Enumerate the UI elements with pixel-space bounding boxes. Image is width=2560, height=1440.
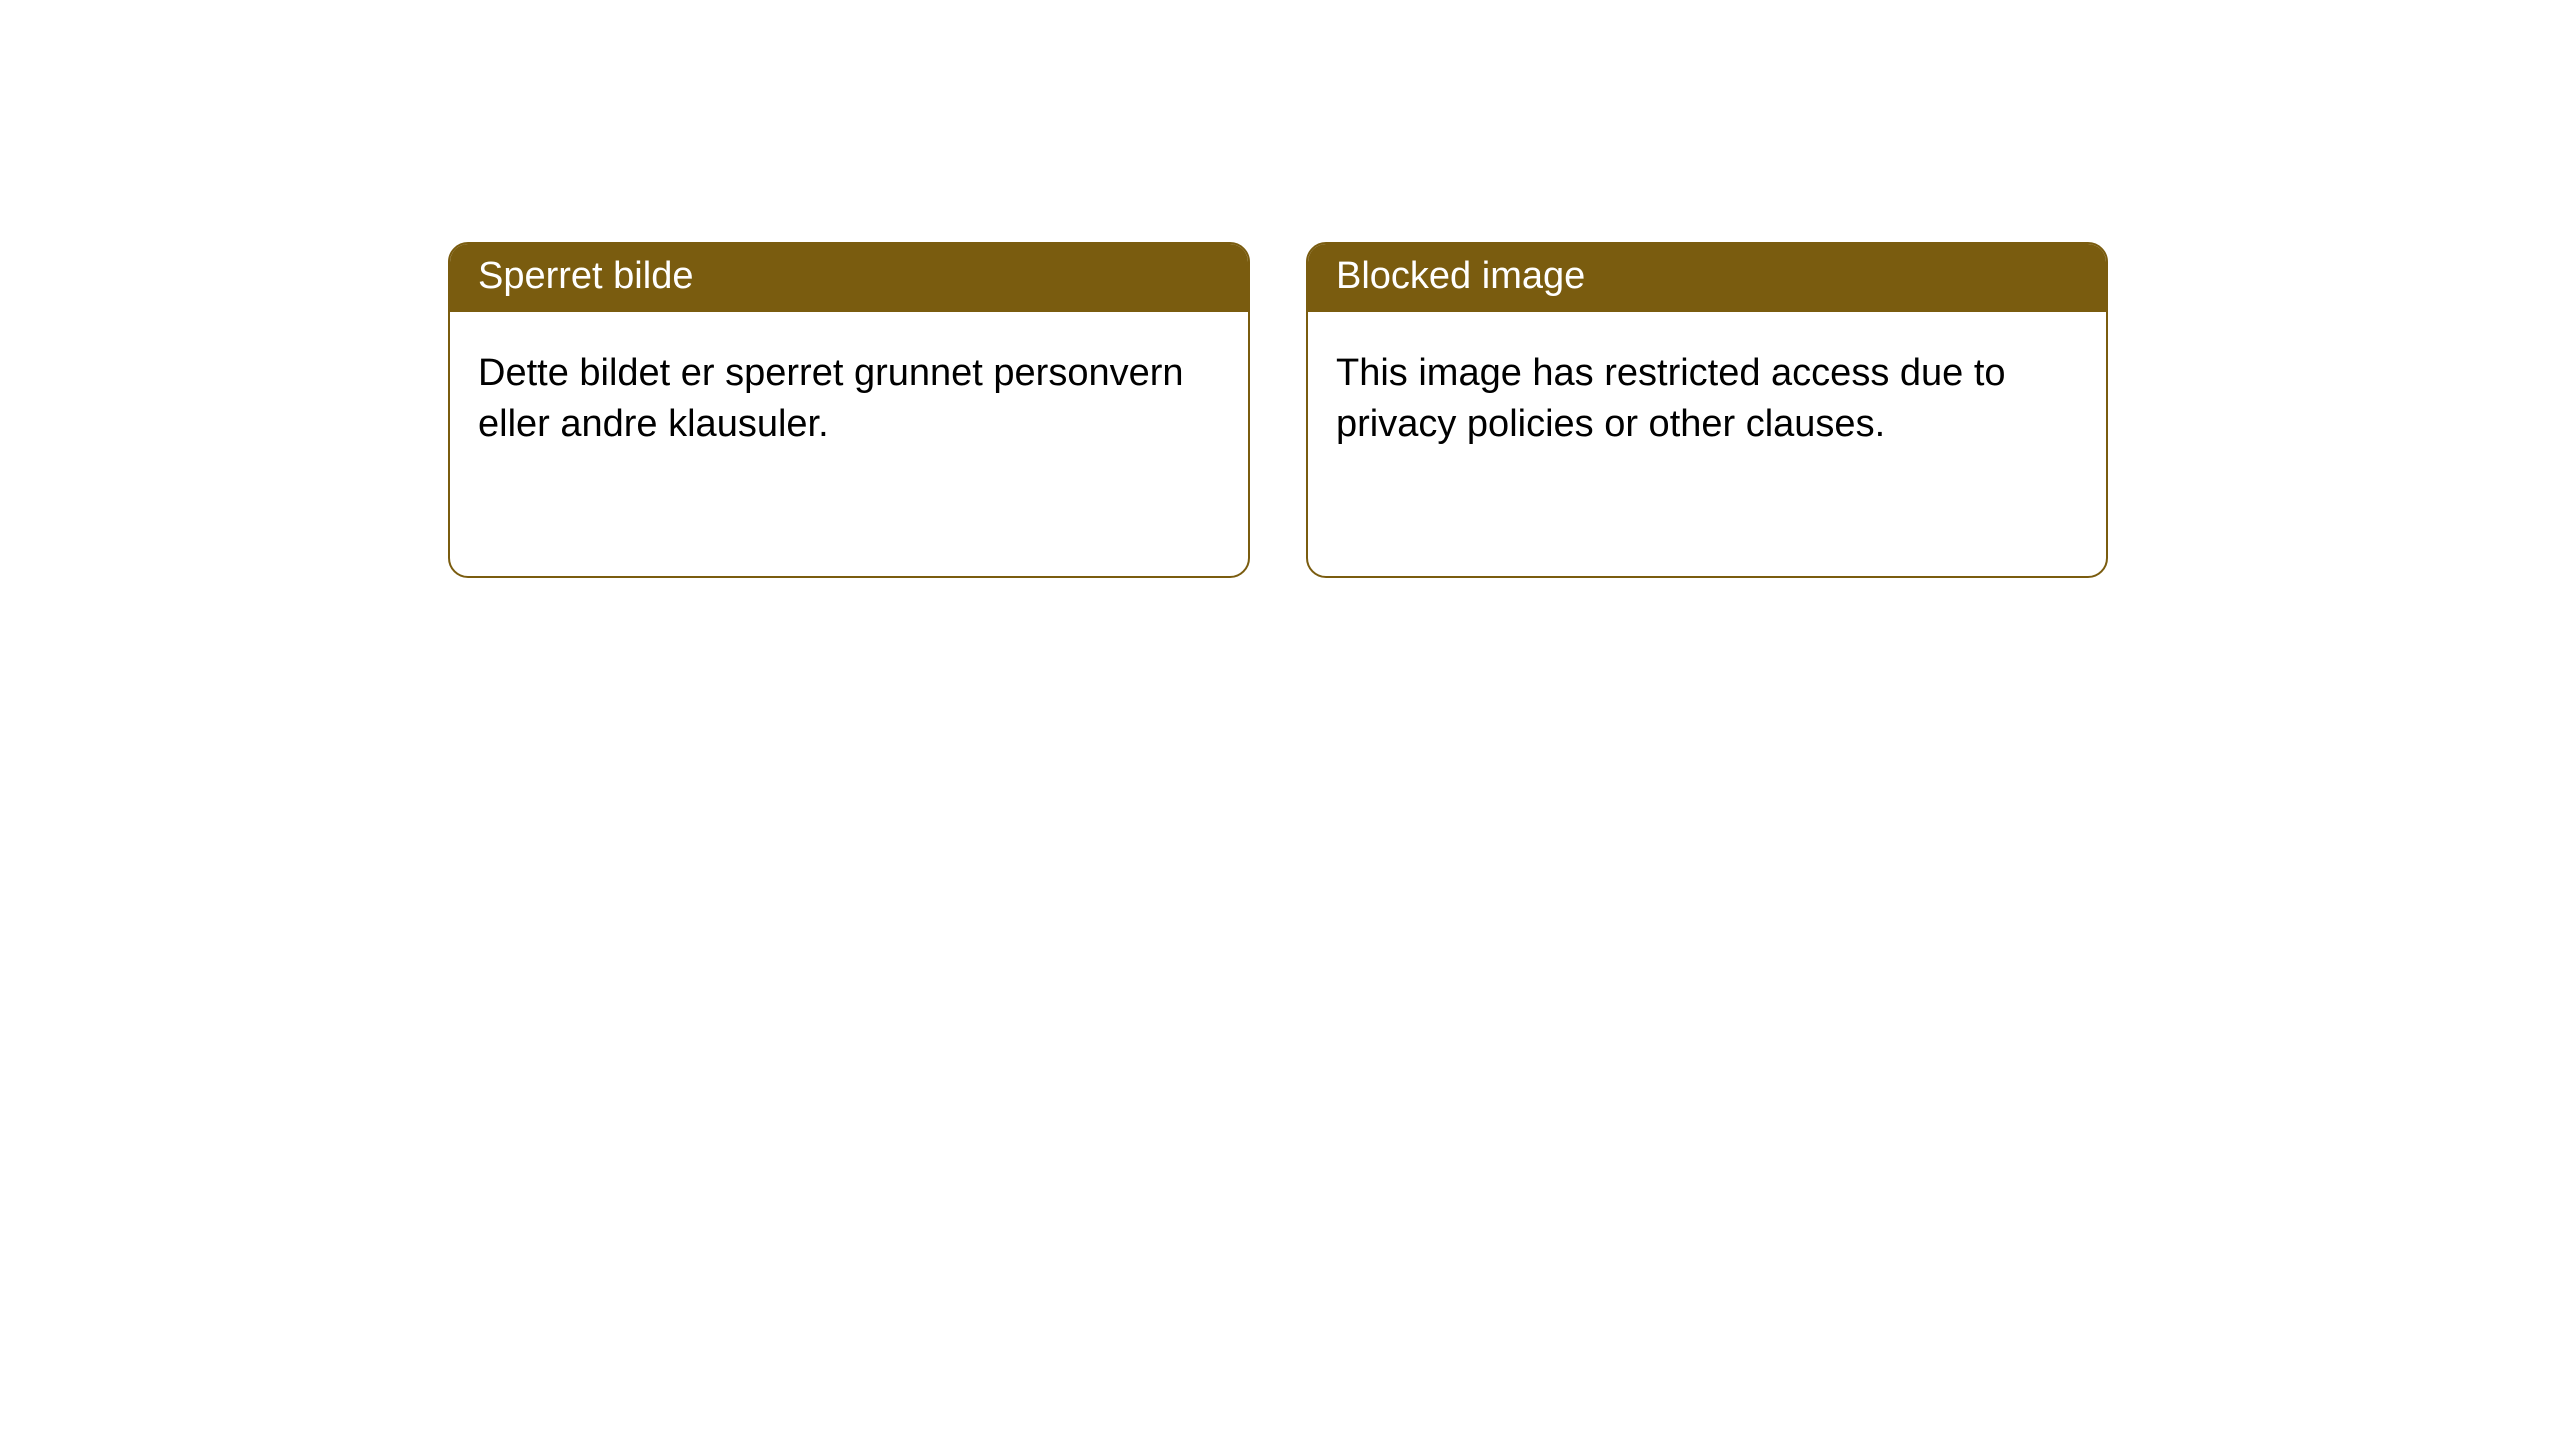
card-body-norwegian: Dette bildet er sperret grunnet personve… bbox=[450, 312, 1248, 479]
card-title-norwegian: Sperret bilde bbox=[450, 244, 1248, 312]
cards-container: Sperret bilde Dette bildet er sperret gr… bbox=[0, 0, 2560, 578]
blocked-image-card-norwegian: Sperret bilde Dette bildet er sperret gr… bbox=[448, 242, 1250, 578]
card-title-english: Blocked image bbox=[1308, 244, 2106, 312]
blocked-image-card-english: Blocked image This image has restricted … bbox=[1306, 242, 2108, 578]
card-body-english: This image has restricted access due to … bbox=[1308, 312, 2106, 479]
